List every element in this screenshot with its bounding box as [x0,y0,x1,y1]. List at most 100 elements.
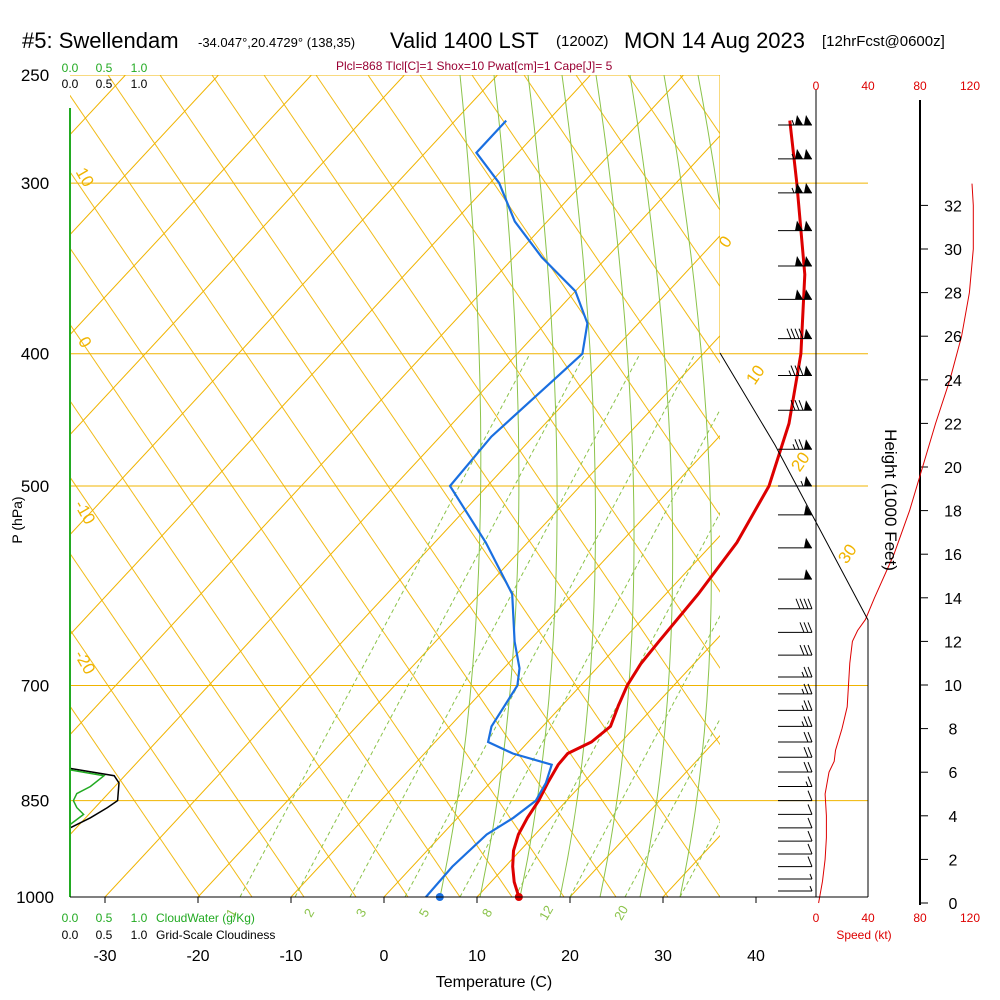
wind-barb-flag [807,598,813,609]
wind-barb-flag [807,747,813,758]
wind-barb [778,598,813,610]
wind-barb [778,182,812,194]
wind-barb-pennant [804,400,812,411]
wind-barb-flag [807,666,813,678]
isotherm-label: -20 [70,647,99,678]
wind-barb-flag [794,439,800,450]
mixing-ratio-label: 2 [301,906,318,920]
wind-barb-pennant [795,182,803,193]
valid-time: Valid 1400 LST [390,28,539,53]
cloudiness-tick-label-top: 0.0 [62,77,79,91]
wind-barb-flag [807,761,813,773]
wind-speed-tick-label-top: 0 [813,79,820,93]
forecast-info: [12hrFcst@0600z] [822,33,945,50]
cloud-water-label: CloudWater (g/Kg) [156,911,255,925]
wind-barb-flag [807,830,813,842]
wind-barb-half-flag [791,187,795,194]
wind-barb-flag [803,700,809,711]
height-tick-label: 26 [944,329,962,346]
wind-barb-flag [799,644,805,656]
wind-barb-pennant [804,476,812,486]
wind-barb-half-flag [801,671,805,678]
pressure-tick-label: 250 [21,66,49,85]
wind-barb-flag [807,856,813,867]
wind-barb-pennant [804,182,812,193]
wind-barb-pennant [804,439,812,450]
wind-barb [778,700,813,711]
wind-barb-half-flag [791,153,795,160]
wind-barb-flag [807,843,813,855]
cloudiness-tick-label-bottom: 0.5 [96,928,113,942]
temperature-tick-label: -30 [93,948,116,965]
wind-barb-half-flag [792,444,796,450]
pressure-axis-title: P (hPa) [9,496,25,543]
mixing-ratio-line [459,408,720,897]
moist-adiabat-line [595,75,635,897]
wind-speed-tick-label-top: 120 [960,79,980,93]
wind-barb-half-flag [809,885,813,892]
wind-barb-pennant [795,289,803,300]
panel-boundary [719,352,869,897]
wind-barb-pennant [804,148,812,159]
wind-barb [778,873,813,880]
wind-barb [778,747,813,758]
wind-barb [778,622,813,633]
temperature-tick-label: -10 [279,948,302,965]
wind-barb-flag [803,716,809,727]
moist-adiabat-line [439,75,482,897]
wind-barb [778,761,813,773]
isotherm-line [569,734,720,897]
wind-speed-tick-label-top: 80 [913,79,927,93]
height-tick-label: 2 [949,852,958,869]
mixing-ratio-label: 3 [353,906,370,920]
height-tick-label: 8 [949,722,958,739]
wind-barb-flag [807,716,813,727]
wind-barb [778,439,812,450]
wind-barb-flag [798,439,804,450]
height-tick-label: 0 [949,896,958,913]
wind-barb-flag [807,731,813,743]
wind-barb-flag [790,328,796,339]
height-tick-label: 12 [944,634,962,651]
cloudiness-tick-label-bottom: 0.0 [62,928,79,942]
height-tick-label: 16 [944,547,962,564]
station-title: #5: Swellendam [22,28,179,53]
wind-barb [778,804,813,815]
wind-barb-pennant [804,255,812,266]
cloudiness-tick-label-top: 0.5 [96,77,113,91]
wind-barb [778,683,813,695]
isotherm-label: -10 [70,497,99,528]
dry-adiabat-line [471,75,720,440]
wind-barb-pennant [804,289,812,300]
wind-panel [719,90,974,905]
wind-barb [778,476,812,487]
pressure-tick-label: 400 [21,345,49,364]
cloudiness-tick-label-top: 1.0 [131,77,148,91]
pressure-tick-label: 300 [21,174,49,193]
wind-speed-tick-label-bottom: 80 [913,911,927,925]
wind-barb-flag [786,328,792,339]
moist-adiabat-line [663,75,712,897]
mixing-ratio-line [239,353,531,897]
pressure-tick-label: 500 [21,477,49,496]
wind-barb-pennant [804,365,812,376]
mixing-ratio-line [349,353,641,897]
isotherm-label: 10 [72,164,98,190]
forecast-date: MON 14 Aug 2023 [624,28,806,53]
background-grid [70,75,868,897]
moist-adiabat-line [479,75,520,897]
cloud-water-tick-label-top: 0.0 [62,61,79,75]
wind-speed-tick-label-top: 40 [861,79,875,93]
mixing-ratio-line [404,353,696,897]
wind-barb-flag [803,644,809,656]
wind-barb-pennant [795,115,803,126]
wind-barb-flag [807,622,813,633]
dewpoint-line [425,119,589,898]
wind-barb [778,776,813,788]
height-tick-label: 4 [949,809,958,826]
wind-barb-half-flag [801,705,805,711]
cloud-water-line [69,769,106,826]
wind-barb [778,666,813,678]
wind-barb-pennant [804,220,812,231]
wind-barb-flag [794,400,800,411]
